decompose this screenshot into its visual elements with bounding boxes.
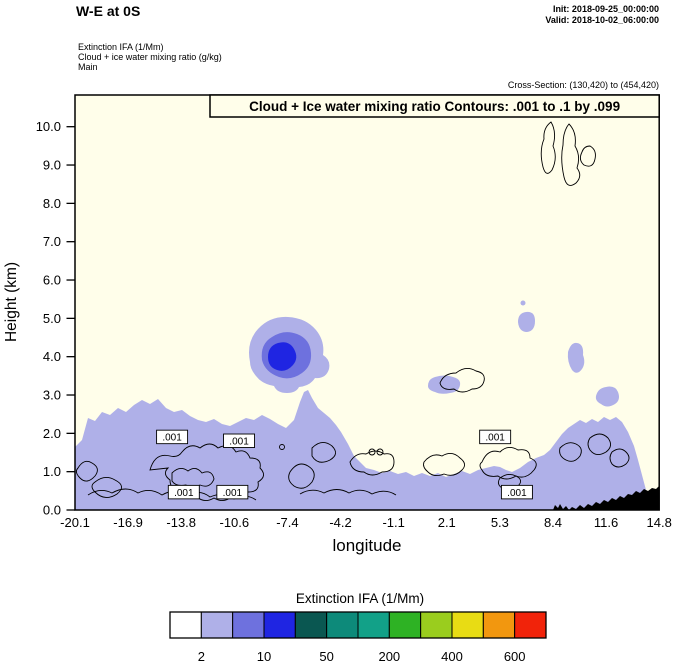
x-tick-label: -4.2 — [329, 515, 351, 530]
y-tick-label: 1.0 — [43, 464, 61, 479]
y-tick-label: 10.0 — [36, 119, 61, 134]
colorbar-tick-label: 600 — [504, 649, 526, 664]
colorbar-tick-labels: 2 10 50 200 400 600 — [198, 649, 526, 664]
colorbar-cell — [451, 611, 484, 639]
contour-label-box — [500, 484, 533, 500]
x-tick-label: 11.6 — [594, 515, 618, 530]
contour-label-box — [479, 429, 512, 445]
y-tick-label: 2.0 — [43, 426, 61, 441]
y-tick-label: 0.0 — [43, 503, 61, 518]
y-tick-label: 6.0 — [43, 273, 61, 288]
colorbar-cell — [482, 611, 516, 639]
y-axis-title: Height (km) — [3, 262, 20, 342]
shade-patch-b2 — [520, 300, 526, 306]
x-tick-label: 5.3 — [491, 515, 509, 530]
y-tick-label: 7.0 — [43, 234, 61, 249]
colorbar-cell — [420, 611, 453, 639]
valid-time: Valid: 2018-10-02_06:00:00 — [545, 15, 659, 25]
contour-label-box — [156, 429, 189, 445]
terrain — [553, 486, 659, 510]
x-tick-label: 8.4 — [544, 515, 562, 530]
contour-label: .001 — [229, 437, 249, 448]
colorbar-tick-label: 400 — [441, 649, 463, 664]
y-tick-label: 9.0 — [43, 158, 61, 173]
x-axis: -20.1 -16.9 -13.8 -10.6 -7.4 -4.2 -1.1 2.1 5.3 8.… — [60, 515, 672, 530]
colorbar-cell — [294, 611, 328, 639]
init-time: Init: 2018-09-25_00:00:00 — [553, 4, 659, 14]
contour-label: .001 — [223, 488, 243, 499]
colorbar-tick-label: 10 — [257, 649, 271, 664]
contour-label-box — [223, 433, 255, 448]
field-line-domain: Main — [78, 62, 98, 72]
colorbar — [169, 611, 547, 639]
field-line-extinction: Extinction IFA (1/Mm) — [78, 42, 164, 52]
colorbar-cell — [200, 611, 234, 639]
y-axis: 0.0 1.0 2.0 3.0 4.0 5.0 6.0 7.0 8.0 9.0 10.0 — [36, 119, 75, 518]
shade-patch-a — [428, 375, 461, 394]
contour-value-labels: .001 .001 .001 .001 .001 .001 — [156, 429, 533, 500]
contour-label: .001 — [507, 488, 527, 499]
shade-patch-b — [518, 311, 535, 332]
y-tick-label: 4.0 — [43, 349, 61, 364]
x-tick-label: -20.1 — [60, 515, 90, 530]
contour-label: .001 — [174, 488, 194, 499]
plot-title: Cloud + Ice water mixing ratio Contours:… — [249, 99, 620, 114]
x-tick-label: -1.1 — [382, 515, 404, 530]
shade-patch-d — [595, 386, 619, 407]
y-tick-label: 8.0 — [43, 196, 61, 211]
shade-band-low-level — [75, 390, 656, 510]
colorbar-cell — [232, 611, 265, 639]
contour-label: .001 — [162, 433, 182, 444]
colorbar-cell — [326, 611, 359, 639]
figure-title: W-E at 0S — [76, 3, 140, 19]
contour-label-box — [167, 484, 200, 500]
x-tick-label: -10.6 — [220, 515, 250, 530]
x-tick-label: -16.9 — [113, 515, 143, 530]
colorbar-title: Extinction IFA (1/Mm) — [296, 591, 424, 606]
cloud-contour-lines — [75, 121, 630, 501]
colorbar-tick-label: 50 — [319, 649, 333, 664]
colorbar-cell — [514, 611, 547, 639]
contour-label: .001 — [485, 433, 505, 444]
x-tick-label: 2.1 — [438, 515, 456, 530]
colorbar-tick-label: 2 — [198, 649, 205, 664]
colorbar-cell — [357, 611, 390, 639]
x-tick-label: -7.4 — [276, 515, 298, 530]
colorbar-tick-label: 200 — [378, 649, 400, 664]
y-tick-label: 3.0 — [43, 388, 61, 403]
x-tick-label: 14.8 — [647, 515, 672, 530]
cross-section-info: Cross-Section: (130,420) to (454,420) — [508, 80, 659, 90]
cloud-blob-core — [268, 342, 297, 371]
y-tick-label: 5.0 — [43, 311, 61, 326]
colorbar-cell — [169, 611, 202, 639]
x-tick-label: -13.8 — [166, 515, 196, 530]
field-line-mixing-ratio: Cloud + ice water mixing ratio (g/kg) — [78, 52, 222, 62]
contour-label-box — [216, 484, 249, 500]
shade-patch-c — [567, 342, 585, 373]
plot-title-box — [209, 94, 660, 118]
colorbar-cell — [263, 611, 296, 639]
colorbar-cell — [388, 611, 422, 639]
plot-content — [75, 121, 659, 510]
colorbar-border — [169, 611, 547, 639]
x-axis-title: longitude — [332, 536, 401, 555]
